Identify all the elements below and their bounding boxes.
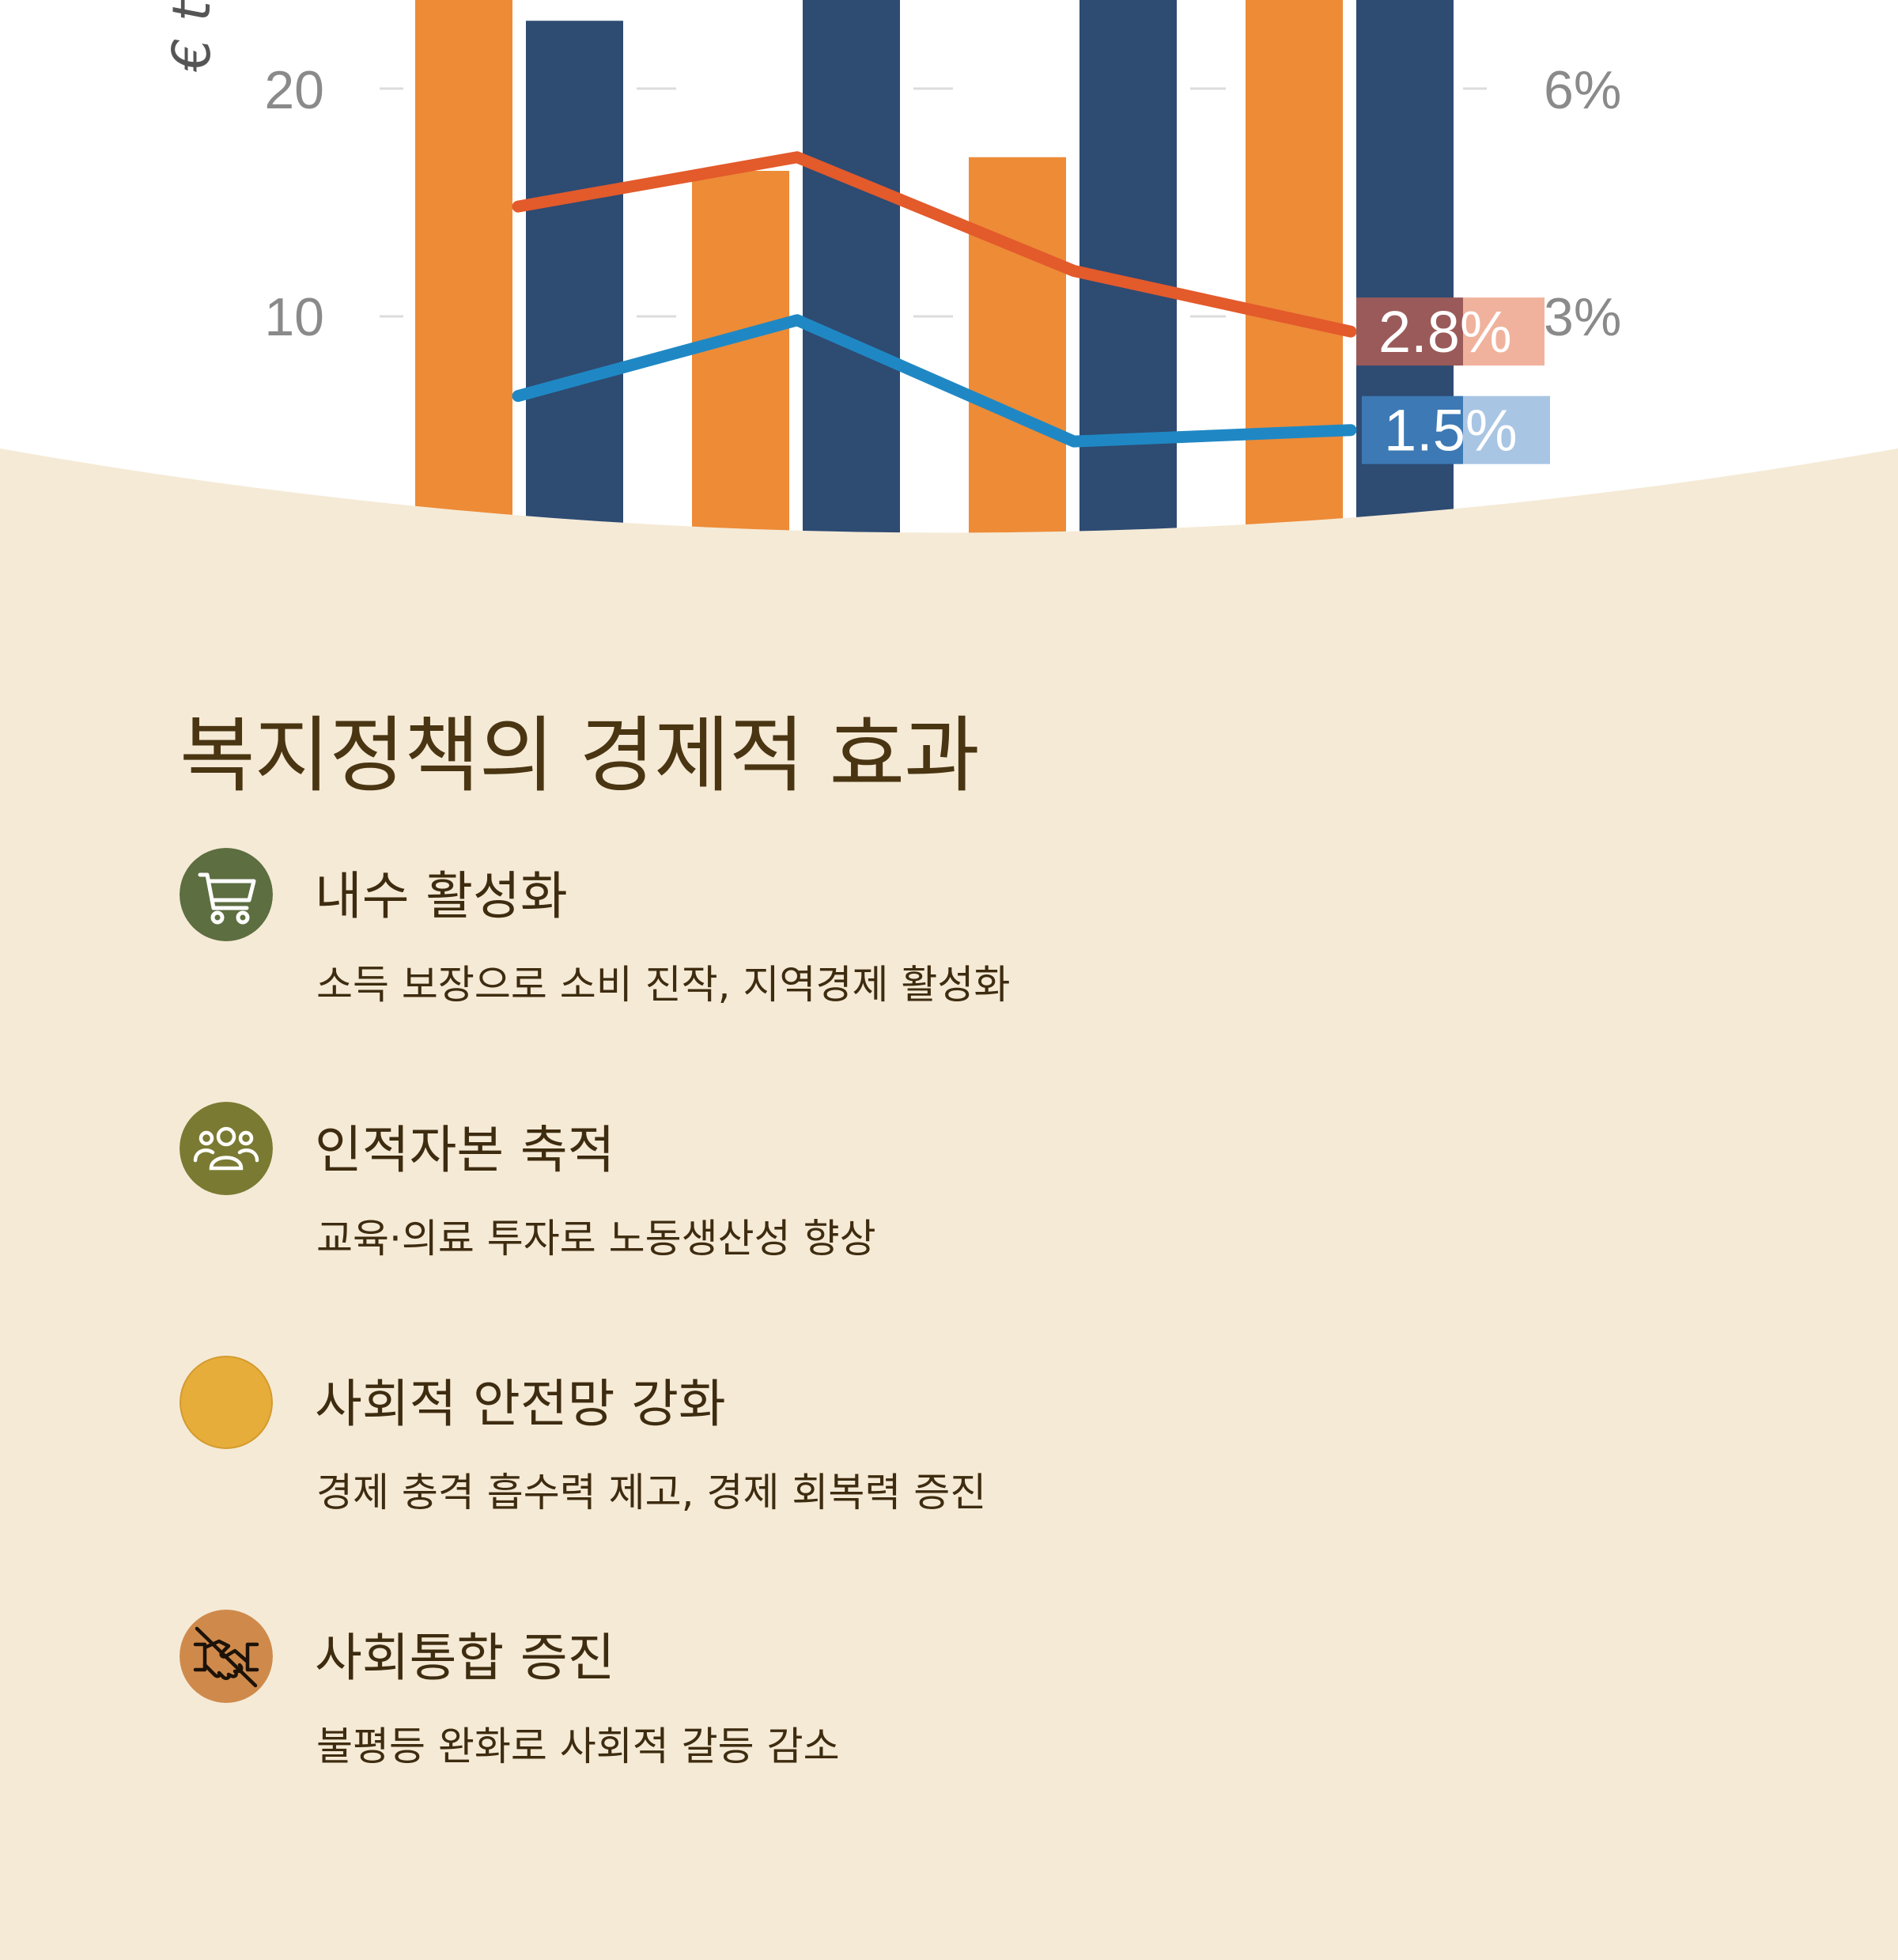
bar-navy-2 <box>803 0 900 533</box>
bar-orange-2 <box>692 171 789 533</box>
y2-tick-3pct: 3% <box>1544 287 1621 347</box>
effect-title: 사회통합 증진 <box>315 1629 615 1688</box>
data-label-box-light <box>1463 297 1544 366</box>
bar-orange-1 <box>415 0 512 533</box>
effect-description: 교육·의료 투자로 노동생산성 향상 <box>316 1216 876 1262</box>
effect-item-safety-net: 사회적 안전망 강화 경제 충격 흡수력 제고, 경제 회복력 증진 <box>180 1356 1761 1530</box>
effect-description: 소득 보장으로 소비 진작, 지역경제 활성화 <box>316 962 1011 1008</box>
bar-navy-1 <box>526 21 623 533</box>
gridlines <box>380 87 1487 318</box>
bar-orange-3 <box>969 157 1066 533</box>
effect-title: 인적자본 축적 <box>315 1121 615 1180</box>
effect-title: 내수 활성화 <box>315 867 568 926</box>
effect-title: 사회적 안전망 강화 <box>315 1375 726 1434</box>
data-label-box-light <box>1463 395 1550 464</box>
line-series-blue <box>512 314 1357 448</box>
data-label-box-dark <box>1356 297 1463 366</box>
data-label-red-last: 2.8% <box>1356 297 1544 366</box>
effect-description: 경제 충격 흡수력 제고, 경제 회복력 증진 <box>316 1470 987 1515</box>
cart-icon <box>180 848 273 941</box>
effect-item-social-integration: 사회통합 증진 불평등 완화로 사회적 갈등 감소 <box>180 1610 1761 1784</box>
bar-orange-4 <box>1246 0 1343 533</box>
y-tick-20: 20 <box>264 60 324 120</box>
effect-description: 불평등 완화로 사회적 갈등 감소 <box>316 1724 840 1769</box>
y2-tick-6pct: 6% <box>1544 60 1621 120</box>
section-heading: 복지정책의 경제적 효과 <box>180 707 980 804</box>
y-tick-10: 10 <box>264 287 324 347</box>
bar-line-chart: 2.8% 1.5% € tho 20 10 6% 3% <box>0 0 1898 533</box>
data-label-text: 2.8% <box>1378 299 1512 365</box>
effect-item-domestic-demand: 내수 활성화 소득 보장으로 소비 진작, 지역경제 활성화 <box>180 848 1761 1022</box>
effect-item-human-capital: 인적자본 축적 교육·의료 투자로 노동생산성 향상 <box>180 1102 1761 1276</box>
people-icon <box>180 1102 273 1195</box>
line-series-red <box>512 151 1357 338</box>
handshake-off-icon <box>180 1610 273 1703</box>
circle-icon <box>180 1356 273 1449</box>
data-label-blue-last: 1.5% <box>1362 395 1550 464</box>
y-axis-label: € tho <box>161 0 222 73</box>
bar-navy-4 <box>1356 0 1454 533</box>
data-label-box-dark <box>1362 395 1463 464</box>
data-label-text: 1.5% <box>1384 398 1518 464</box>
